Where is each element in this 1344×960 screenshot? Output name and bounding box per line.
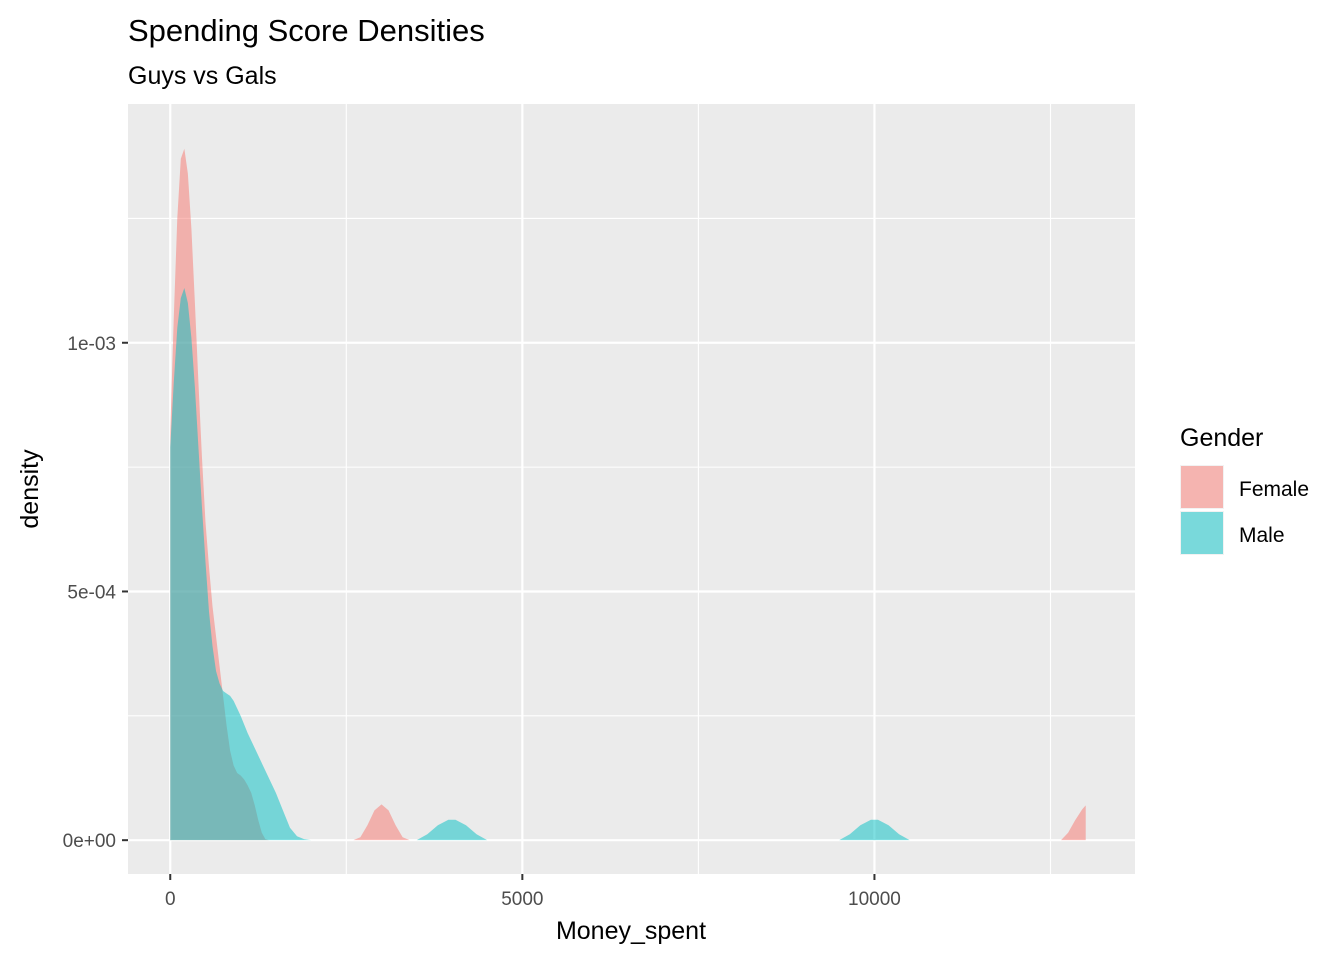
y-axis: 0e+00 5e-04 1e-03 <box>63 334 128 852</box>
x-axis-title: Money_spent <box>556 917 706 945</box>
series-layer <box>170 148 1086 841</box>
legend-title: Gender <box>1180 424 1263 452</box>
chart-title: Spending Score Densities <box>128 13 485 48</box>
y-tick-label: 5e-04 <box>67 582 116 603</box>
grid-minor <box>128 104 1135 874</box>
legend-label-female: Female <box>1239 478 1309 501</box>
y-tick-label: 1e-03 <box>67 334 116 355</box>
legend: Gender Female Male <box>1180 424 1309 555</box>
y-tick-label: 0e+00 <box>63 831 116 852</box>
x-tick-label: 10000 <box>848 889 901 910</box>
chart-subtitle: Guys vs Gals <box>128 62 277 90</box>
legend-swatch-female <box>1181 466 1223 508</box>
legend-label-male: Male <box>1239 524 1285 547</box>
x-tick-label: 0 <box>165 889 176 910</box>
x-axis: 0 5000 10000 <box>165 874 901 910</box>
density-area-male <box>170 288 910 841</box>
legend-swatch-male <box>1181 512 1223 554</box>
plot-panel <box>128 104 1135 874</box>
y-axis-title: density <box>16 449 44 529</box>
x-tick-label: 5000 <box>501 889 543 910</box>
